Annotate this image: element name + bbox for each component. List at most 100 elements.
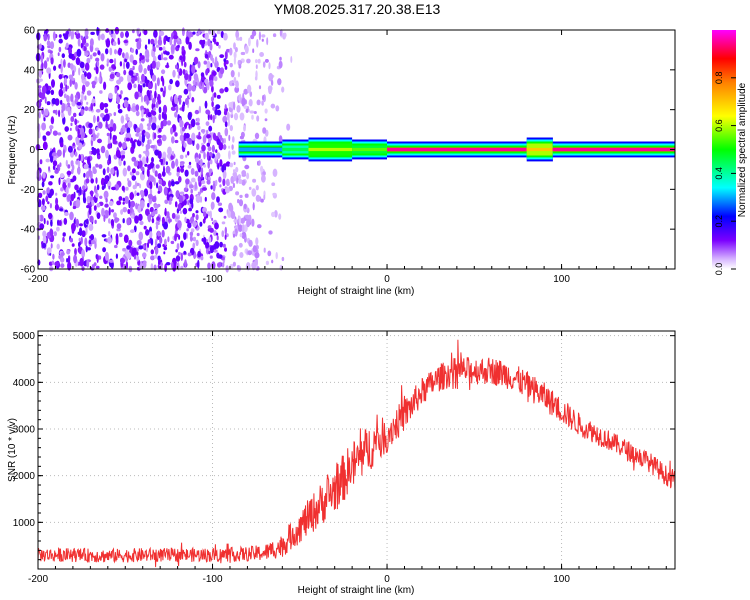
spectrogram-cell <box>233 219 238 223</box>
spectrogram-cell <box>106 132 110 137</box>
spectrogram-cell <box>233 161 236 166</box>
spectrogram-cell <box>191 118 196 128</box>
snr-xtick-label: 100 <box>553 574 570 585</box>
spectrogram-band-layer <box>238 147 283 152</box>
spectrogram-cell <box>75 124 79 132</box>
spectrogram-cell <box>160 159 163 165</box>
spectrogram-cell <box>84 28 89 37</box>
spectrogram-cell <box>39 214 44 222</box>
spectrogram-cell <box>92 148 97 156</box>
spectrogram-cell <box>91 81 97 86</box>
spectrogram-cell <box>105 28 110 33</box>
spectrogram-cell <box>221 230 225 238</box>
spectrogram-cell <box>75 137 80 146</box>
spectrogram-cell <box>121 154 125 159</box>
spectrogram-cell <box>162 77 165 87</box>
spectrogram-cell <box>228 145 231 149</box>
spectrogram-cell <box>176 171 180 177</box>
spectrogram-cell <box>103 190 109 199</box>
spectrogram-cell <box>155 164 160 169</box>
spectrogram-cell <box>157 38 162 46</box>
spectrogram-xtick-label: -100 <box>203 274 223 285</box>
spectrogram-cell <box>180 167 185 173</box>
spectrogram-cell <box>43 217 46 225</box>
spectrogram-cell <box>134 74 137 82</box>
spectrogram-cell <box>128 239 133 247</box>
spectrogram-cell <box>86 260 90 268</box>
spectrogram-cell <box>175 201 178 208</box>
spectrogram-cell <box>131 175 137 181</box>
spectrogram-cell <box>203 237 207 245</box>
spectrogram-cell <box>133 139 137 143</box>
spectrogram-cell <box>125 31 129 38</box>
spectrogram-cell <box>61 112 65 119</box>
spectrogram-cell <box>149 67 153 76</box>
spectrogram-cell <box>117 39 121 45</box>
spectrogram-cell <box>244 45 249 54</box>
spectrogram-cell <box>66 194 72 202</box>
spectrogram-cell <box>257 58 261 64</box>
spectrogram-cell <box>44 108 49 116</box>
spectrogram-cell <box>58 88 64 97</box>
spectrogram-cell <box>124 137 127 143</box>
spectrogram-cell <box>166 211 170 219</box>
spectrogram-cell <box>223 109 228 116</box>
spectrogram-cell <box>79 257 84 267</box>
spectrogram-cell <box>135 133 140 137</box>
spectrogram-cell <box>173 34 179 40</box>
spectrogram-cell <box>52 130 58 136</box>
spectrogram-cell <box>156 94 161 102</box>
spectrogram-cell <box>151 74 157 82</box>
spectrogram-cell <box>239 112 245 121</box>
spectrogram-cell <box>188 123 191 129</box>
spectrogram-cell <box>215 41 219 47</box>
spectrogram-cell <box>93 102 96 107</box>
spectrogram-cell <box>52 253 55 260</box>
spectrogram-cell <box>125 137 131 142</box>
spectrogram-cell <box>116 169 119 178</box>
spectrogram-cell <box>62 232 66 237</box>
spectrogram-cell <box>127 82 133 91</box>
spectrogram-cell <box>46 57 50 62</box>
spectrogram-cell <box>80 108 85 116</box>
spectrogram-cell <box>157 203 161 208</box>
spectrogram-cell <box>86 90 92 96</box>
spectrogram-cell <box>74 82 78 90</box>
spectrogram-cell <box>237 174 242 180</box>
spectrogram-cell <box>132 59 138 66</box>
spectrogram-cell <box>202 207 207 213</box>
spectrogram-cell <box>244 164 250 170</box>
spectrogram-cell <box>175 80 180 88</box>
spectrogram-cell <box>175 233 180 238</box>
spectrogram-cell <box>270 103 276 109</box>
spectrogram-cell <box>150 249 154 255</box>
spectrogram-cell <box>181 126 186 132</box>
spectrogram-ytick-label: 20 <box>24 105 36 116</box>
spectrogram-cell <box>151 51 156 58</box>
spectrogram-cell <box>241 231 247 239</box>
spectrogram-cell <box>150 93 153 100</box>
spectrogram-cell <box>241 97 246 106</box>
spectrogram-cell <box>185 154 188 158</box>
spectrogram-cell <box>224 247 227 252</box>
spectrogram-cell <box>267 85 273 92</box>
spectrogram-cell <box>219 241 224 248</box>
colorbar-tick-label: 0.4 <box>714 167 724 180</box>
spectrogram-cell <box>233 245 238 253</box>
spectrogram-cell <box>202 86 208 94</box>
spectrogram-cell <box>131 48 134 53</box>
spectrogram-cell <box>42 135 47 140</box>
spectrogram-cell <box>207 146 212 152</box>
spectrogram-cell <box>204 78 209 85</box>
spectrogram-cell <box>97 154 101 160</box>
spectrogram-cell <box>224 234 227 240</box>
spectrogram-cell <box>153 132 157 140</box>
spectrogram-cell <box>136 28 139 37</box>
spectrogram-ytick-label: -20 <box>21 185 36 196</box>
spectrogram-cell <box>158 106 162 114</box>
spectrogram-xtick-label: -200 <box>28 274 48 285</box>
spectrogram-band-layer <box>552 147 675 152</box>
spectrogram-cell <box>188 41 192 50</box>
spectrogram-cell <box>108 92 113 99</box>
spectrogram-cell <box>71 100 76 107</box>
